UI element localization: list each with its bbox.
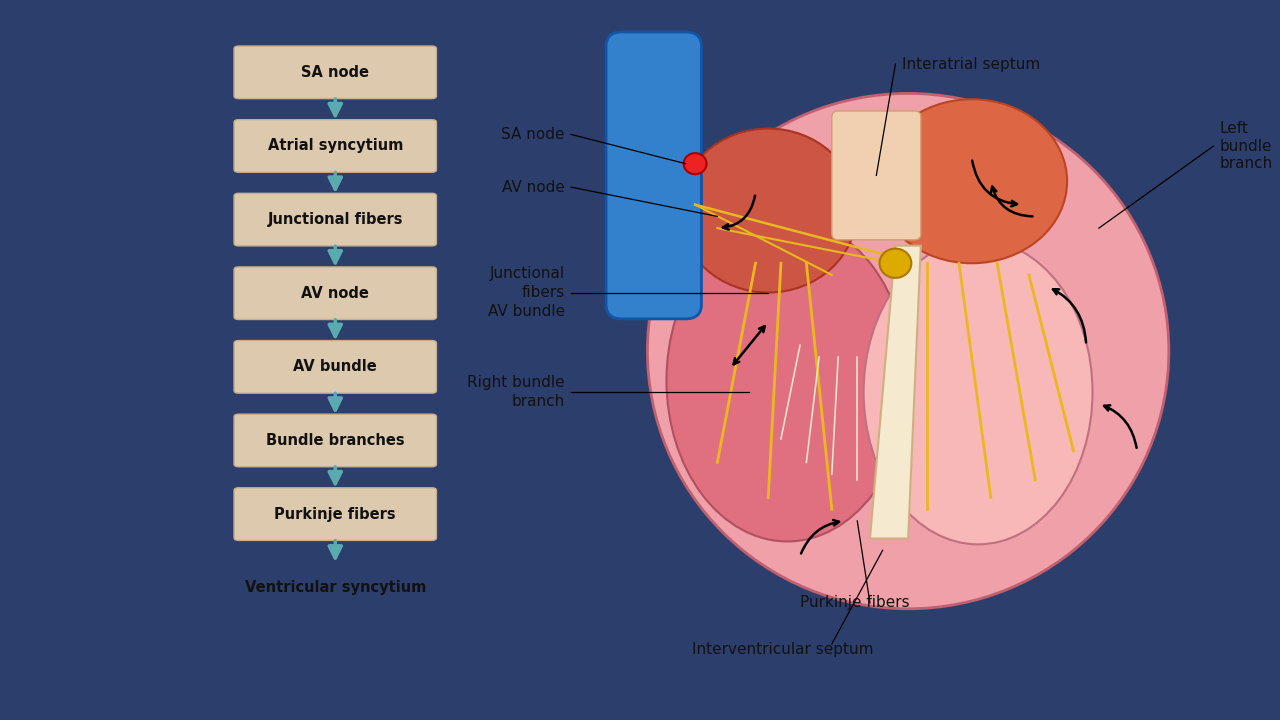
Ellipse shape (680, 129, 858, 292)
Circle shape (879, 248, 911, 278)
Text: SA node: SA node (301, 65, 369, 80)
Text: SA node: SA node (502, 127, 564, 142)
Text: AV bundle: AV bundle (293, 359, 378, 374)
Ellipse shape (667, 220, 908, 541)
Ellipse shape (648, 94, 1169, 609)
Ellipse shape (864, 240, 1093, 544)
FancyBboxPatch shape (234, 46, 436, 99)
FancyBboxPatch shape (234, 487, 436, 541)
Text: Purkinje fibers: Purkinje fibers (274, 507, 396, 521)
Text: Junctional
fibers
AV bundle: Junctional fibers AV bundle (488, 266, 564, 319)
Circle shape (684, 153, 707, 174)
Text: Bundle branches: Bundle branches (266, 433, 404, 448)
FancyBboxPatch shape (234, 120, 436, 172)
Text: Atrial syncytium: Atrial syncytium (268, 138, 403, 153)
Text: Right bundle
branch: Right bundle branch (467, 375, 564, 409)
Text: Junctional fibers: Junctional fibers (268, 212, 403, 227)
Text: Interventricular septum: Interventricular septum (692, 642, 873, 657)
Polygon shape (870, 246, 920, 539)
FancyBboxPatch shape (234, 193, 436, 246)
Ellipse shape (877, 99, 1068, 264)
FancyBboxPatch shape (234, 267, 436, 320)
Text: Left
bundle
branch: Left bundle branch (1220, 121, 1274, 171)
Text: AV node: AV node (301, 286, 369, 301)
Text: Ventricular syncytium: Ventricular syncytium (244, 580, 426, 595)
FancyBboxPatch shape (234, 341, 436, 393)
Text: Purkinje fibers: Purkinje fibers (800, 595, 910, 611)
FancyBboxPatch shape (234, 414, 436, 467)
Text: Interatrial septum: Interatrial septum (902, 57, 1041, 71)
Text: AV node: AV node (502, 179, 564, 194)
FancyBboxPatch shape (605, 32, 701, 319)
FancyBboxPatch shape (832, 111, 920, 240)
